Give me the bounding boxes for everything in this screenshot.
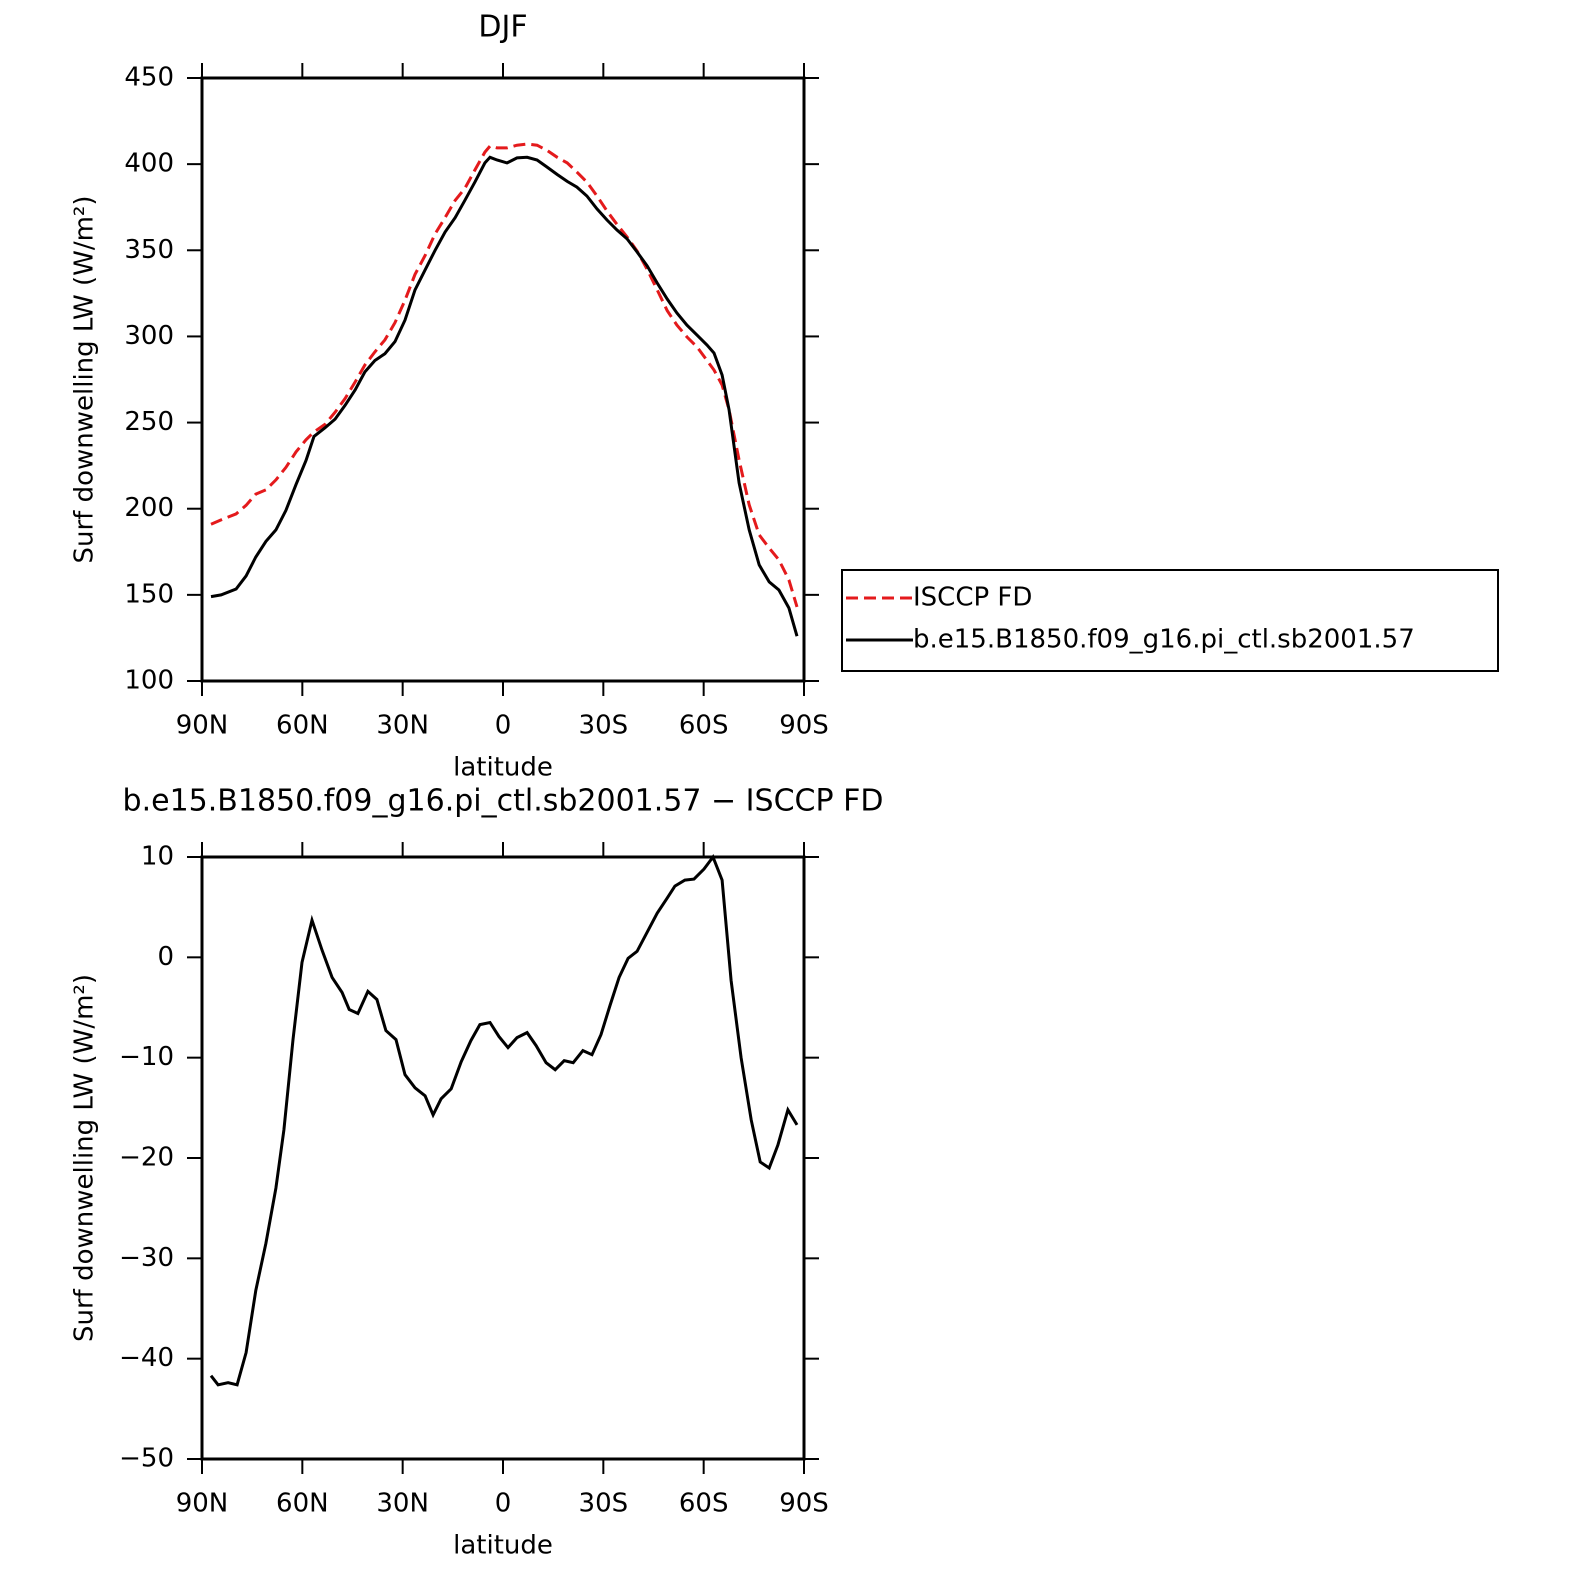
x-tick-label: 60S [679,1489,729,1519]
y-tick-label: 400 [124,149,174,179]
y-tick-label: 200 [124,493,174,523]
x-tick-label: 30N [376,711,429,741]
x-tick-label: 0 [495,711,512,741]
y-tick-label: −50 [119,1444,174,1474]
y-tick-label: 350 [124,235,174,265]
y-tick-label: −20 [119,1143,174,1173]
data-line [210,142,799,608]
x-tick-label: 90N [176,711,229,741]
data-line [210,155,799,637]
chart-title: b.e15.B1850.f09_g16.pi_ctl.sb2001.57 − I… [123,784,884,819]
legend-label: ISCCP FD [913,583,1032,613]
y-axis-label: Surf downwelling LW (W/m²) [70,196,100,564]
plot-frame [200,76,806,683]
x-tick-label: 30S [579,1489,629,1519]
legend-box [841,569,1499,672]
x-tick-label: 0 [495,1489,512,1519]
x-tick-label: 60N [276,1489,329,1519]
x-tick-label: 90N [176,1489,229,1519]
legend-label: b.e15.B1850.f09_g16.pi_ctl.sb2001.57 [913,625,1415,655]
x-axis-label: latitude [453,753,553,783]
x-tick-label: 30N [376,1489,429,1519]
y-tick-label: 10 [141,842,174,872]
x-tick-label: 90S [779,1489,829,1519]
y-tick-label: 150 [124,579,174,609]
x-tick-label: 30S [579,711,629,741]
y-axis-label: Surf downwelling LW (W/m²) [70,974,100,1342]
y-tick-label: 300 [124,321,174,351]
y-tick-label: 250 [124,407,174,437]
y-tick-label: 450 [124,63,174,93]
y-tick-label: −40 [119,1343,174,1373]
y-tick-label: 0 [157,942,174,972]
y-tick-label: 100 [124,666,174,696]
data-line [209,853,799,1387]
y-tick-label: −30 [119,1243,174,1273]
x-tick-label: 90S [779,711,829,741]
x-axis-label: latitude [453,1531,553,1561]
plot-frame [200,855,806,1461]
x-tick-label: 60S [679,711,729,741]
x-tick-label: 60N [276,711,329,741]
y-tick-label: −10 [119,1042,174,1072]
chart-title: DJF [478,10,527,45]
